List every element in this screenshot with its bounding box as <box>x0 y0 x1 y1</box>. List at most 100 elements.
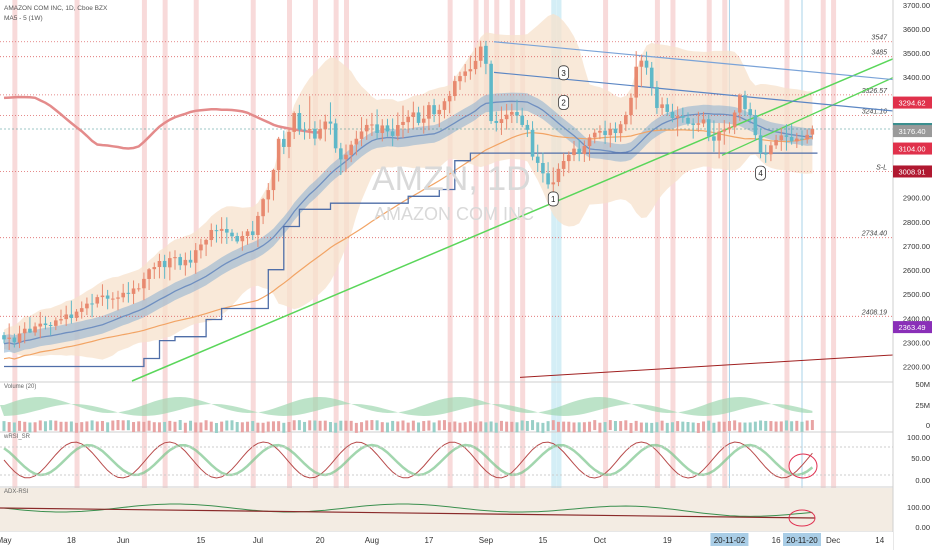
candle-body-98 <box>510 112 514 115</box>
header-symbol[interactable]: AMAZON COM INC, 1D, Cboe BZX <box>4 5 108 12</box>
candle-body-43 <box>225 229 229 233</box>
price-tag-5: 2363.49 <box>898 323 925 332</box>
volume-bar-7 <box>39 420 42 430</box>
x-label-6: Aug <box>365 536 379 545</box>
volume-bar-136 <box>707 421 710 431</box>
volume-bar-79 <box>412 421 415 431</box>
volume-bar-54 <box>282 423 285 433</box>
candle-body-27 <box>142 279 146 288</box>
price-tag-3: 3104.00 <box>898 145 925 154</box>
candle-body-51 <box>266 190 270 199</box>
volume-bar-127 <box>661 421 664 431</box>
candle-body-114 <box>593 133 597 138</box>
x-label-5: 20 <box>316 536 325 545</box>
volume-bar-63 <box>329 422 332 432</box>
volume-bar-146 <box>759 420 762 430</box>
candle-body-25 <box>132 288 136 293</box>
volume-bar-0 <box>3 421 6 431</box>
volume-bar-153 <box>795 421 798 431</box>
volume-bar-30 <box>158 422 161 432</box>
volume-bar-70 <box>365 420 368 430</box>
candle-body-152 <box>790 137 794 141</box>
candle-body-9 <box>49 325 53 326</box>
trendline-red <box>520 355 893 377</box>
volume-bar-99 <box>516 422 519 432</box>
candle-body-144 <box>748 109 752 115</box>
candle-body-126 <box>655 87 659 108</box>
candle-body-42 <box>220 229 224 231</box>
x-label-12: 16 <box>772 536 781 545</box>
volume-bar-18 <box>96 421 99 431</box>
volume-bar-50 <box>262 423 265 433</box>
volume-bar-12 <box>65 422 68 432</box>
candle-body-115 <box>598 131 602 133</box>
candle-body-89 <box>463 71 467 75</box>
candle-body-3 <box>18 334 22 343</box>
price-tag-0: 3294.62 <box>898 99 925 108</box>
volume-bar-142 <box>738 422 741 432</box>
candle-body-56 <box>292 113 296 132</box>
candle-body-142 <box>738 95 742 112</box>
volume-bar-24 <box>127 420 130 430</box>
volume-bar-94 <box>490 421 493 431</box>
candle-body-141 <box>733 113 737 128</box>
candle-body-0 <box>2 335 6 339</box>
x-label-0: May <box>0 536 12 545</box>
panel-title-1: wRSI_SR <box>3 434 31 440</box>
candle-body-133 <box>691 124 695 125</box>
candle-body-81 <box>422 119 426 123</box>
volume-bar-13 <box>70 421 73 431</box>
candle-body-11 <box>59 319 63 320</box>
y-tick-1: 3600.00 <box>903 25 930 34</box>
volume-bar-38 <box>199 422 202 432</box>
candle-body-95 <box>494 121 498 123</box>
x-label-3: 15 <box>196 536 205 545</box>
volume-bar-33 <box>174 422 177 432</box>
volume-bar-104 <box>541 423 544 433</box>
volume-bar-62 <box>324 421 327 431</box>
x-label-14: 14 <box>875 536 884 545</box>
volume-bar-27 <box>142 422 145 432</box>
candle-body-104 <box>541 163 545 173</box>
volume-bar-59 <box>308 420 311 430</box>
volume-bar-138 <box>718 422 721 432</box>
panel-title-0: Volume (20) <box>4 384 36 390</box>
candle-body-15 <box>80 308 84 312</box>
volume-bar-60 <box>313 421 316 431</box>
candle-body-76 <box>396 125 400 136</box>
candle-body-80 <box>417 112 421 122</box>
volume-bar-52 <box>272 421 275 431</box>
candle-body-53 <box>277 139 281 170</box>
time-highlight-0: 20-11-02 <box>714 536 746 545</box>
volume-bar-85 <box>443 420 446 430</box>
header-indicator[interactable]: MA5 - 5 (1W) <box>4 15 43 22</box>
sub-tick-0: 50M <box>915 380 930 389</box>
volume-bar-121 <box>630 423 633 433</box>
candle-body-117 <box>608 129 612 135</box>
x-label-11: 19 <box>663 536 672 545</box>
volume-bar-87 <box>453 422 456 432</box>
candle-body-123 <box>640 61 644 67</box>
candle-body-154 <box>800 139 804 140</box>
volume-bar-147 <box>764 421 767 431</box>
volume-bar-91 <box>474 423 477 433</box>
candle-body-75 <box>391 131 395 136</box>
volume-bar-15 <box>80 422 83 432</box>
x-label-4: Jul <box>253 536 263 545</box>
candle-body-103 <box>536 157 540 163</box>
candle-body-29 <box>152 267 156 269</box>
volume-bar-124 <box>645 423 648 433</box>
sub-tick-7: 0.00 <box>915 523 930 532</box>
volume-bar-137 <box>712 423 715 433</box>
candle-body-45 <box>235 236 239 241</box>
sub-tick-1: 25M <box>915 401 930 410</box>
volume-bar-109 <box>567 422 570 432</box>
volume-bar-65 <box>339 421 342 431</box>
volume-bar-144 <box>749 422 752 432</box>
volume-bar-81 <box>422 421 425 431</box>
volume-bar-32 <box>168 421 171 431</box>
candle-body-92 <box>479 47 483 61</box>
volume-bar-29 <box>153 422 156 432</box>
volume-bar-64 <box>334 423 337 433</box>
